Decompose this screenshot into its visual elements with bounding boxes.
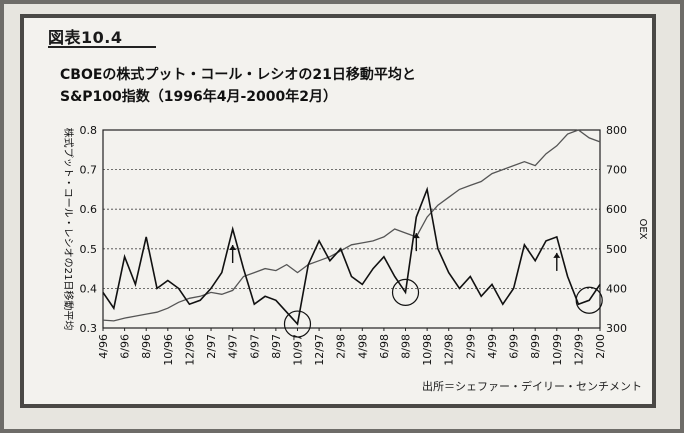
x-tick-label: 12/99 (572, 334, 585, 366)
right-tick-label: 300 (606, 322, 627, 335)
oex-series-line (102, 129, 601, 322)
figure-label: 図表10.4 (48, 28, 123, 47)
x-tick-label: 6/96 (119, 334, 132, 359)
arrow-head (553, 252, 561, 258)
annotations (229, 233, 603, 338)
grid (103, 129, 600, 329)
figure-frame (20, 14, 656, 408)
x-tick-label: 10/97 (291, 334, 304, 366)
chart-title-line-2: S&P100指数（1996年4月-2000年2月） (60, 89, 337, 105)
right-tick-label: 700 (606, 164, 627, 177)
right-tick-label: 600 (606, 203, 627, 216)
left-tick-label: 0.6 (80, 203, 98, 216)
x-tick-label: 8/98 (400, 334, 413, 359)
right-tick-label: 400 (606, 282, 627, 295)
x-tick-label: 12/98 (443, 334, 456, 366)
arrow-marker (412, 233, 420, 252)
right-axis-ticks: 300 400 500 600 700 800 (606, 124, 627, 335)
x-tick-label: 4/96 (97, 334, 110, 359)
right-tick-label: 800 (606, 124, 627, 137)
left-tick-label: 0.3 (80, 322, 98, 335)
left-axis-ticks: 0.3 0.4 0.5 0.6 0.7 0.8 (80, 124, 98, 335)
source-note: 出所＝シェファー・デイリー・センチメント (422, 380, 642, 393)
x-tick-label: 8/96 (140, 334, 153, 359)
left-tick-label: 0.8 (80, 124, 98, 137)
x-axis-ticks: 4/96 6/96 8/96 10/96 12/96 2/97 4/97 6/97 8/97 10… (97, 328, 607, 366)
chart-title-line-1: CBOEの株式プット・コール・レシオの21日移動平均と (60, 67, 416, 83)
right-axis-title: OEX (637, 218, 648, 239)
x-tick-label: 8/97 (270, 334, 283, 359)
x-tick-label: 10/96 (162, 334, 175, 366)
x-tick-label: 12/97 (313, 334, 326, 366)
arrow-marker (229, 245, 237, 263)
x-tick-label: 10/98 (421, 334, 434, 366)
x-tick-label: 12/96 (183, 334, 196, 366)
x-tick-label: 4/98 (356, 334, 369, 359)
arrow-head (412, 233, 420, 239)
circle-marker (575, 286, 603, 314)
left-axis-title: 株式プット・コール・レシオの21日移動平均 (62, 128, 75, 331)
arrow-marker (553, 252, 561, 271)
left-tick-label: 0.7 (80, 164, 98, 177)
circle-marker (283, 310, 312, 338)
x-tick-label: 6/99 (508, 334, 521, 359)
right-tick-label: 500 (606, 243, 627, 256)
plot-area (102, 129, 601, 329)
arrow-head (229, 245, 237, 250)
x-tick-label: 2/00 (594, 334, 607, 359)
x-tick-label: 2/99 (464, 334, 477, 359)
x-tick-label: 10/99 (551, 334, 564, 366)
x-tick-label: 4/97 (227, 334, 240, 359)
x-tick-label: 8/99 (529, 334, 542, 359)
x-tick-label: 2/97 (205, 334, 218, 359)
put-call-ratio-series-line (102, 186, 601, 326)
left-tick-label: 0.5 (80, 243, 98, 256)
x-tick-label: 4/99 (486, 334, 499, 359)
circle-marker (391, 278, 420, 306)
x-tick-label: 2/98 (335, 334, 348, 359)
x-tick-label: 6/97 (248, 334, 261, 359)
x-tick-label: 6/98 (378, 334, 391, 359)
left-tick-label: 0.4 (80, 282, 98, 295)
figure-label-underline (48, 46, 156, 48)
